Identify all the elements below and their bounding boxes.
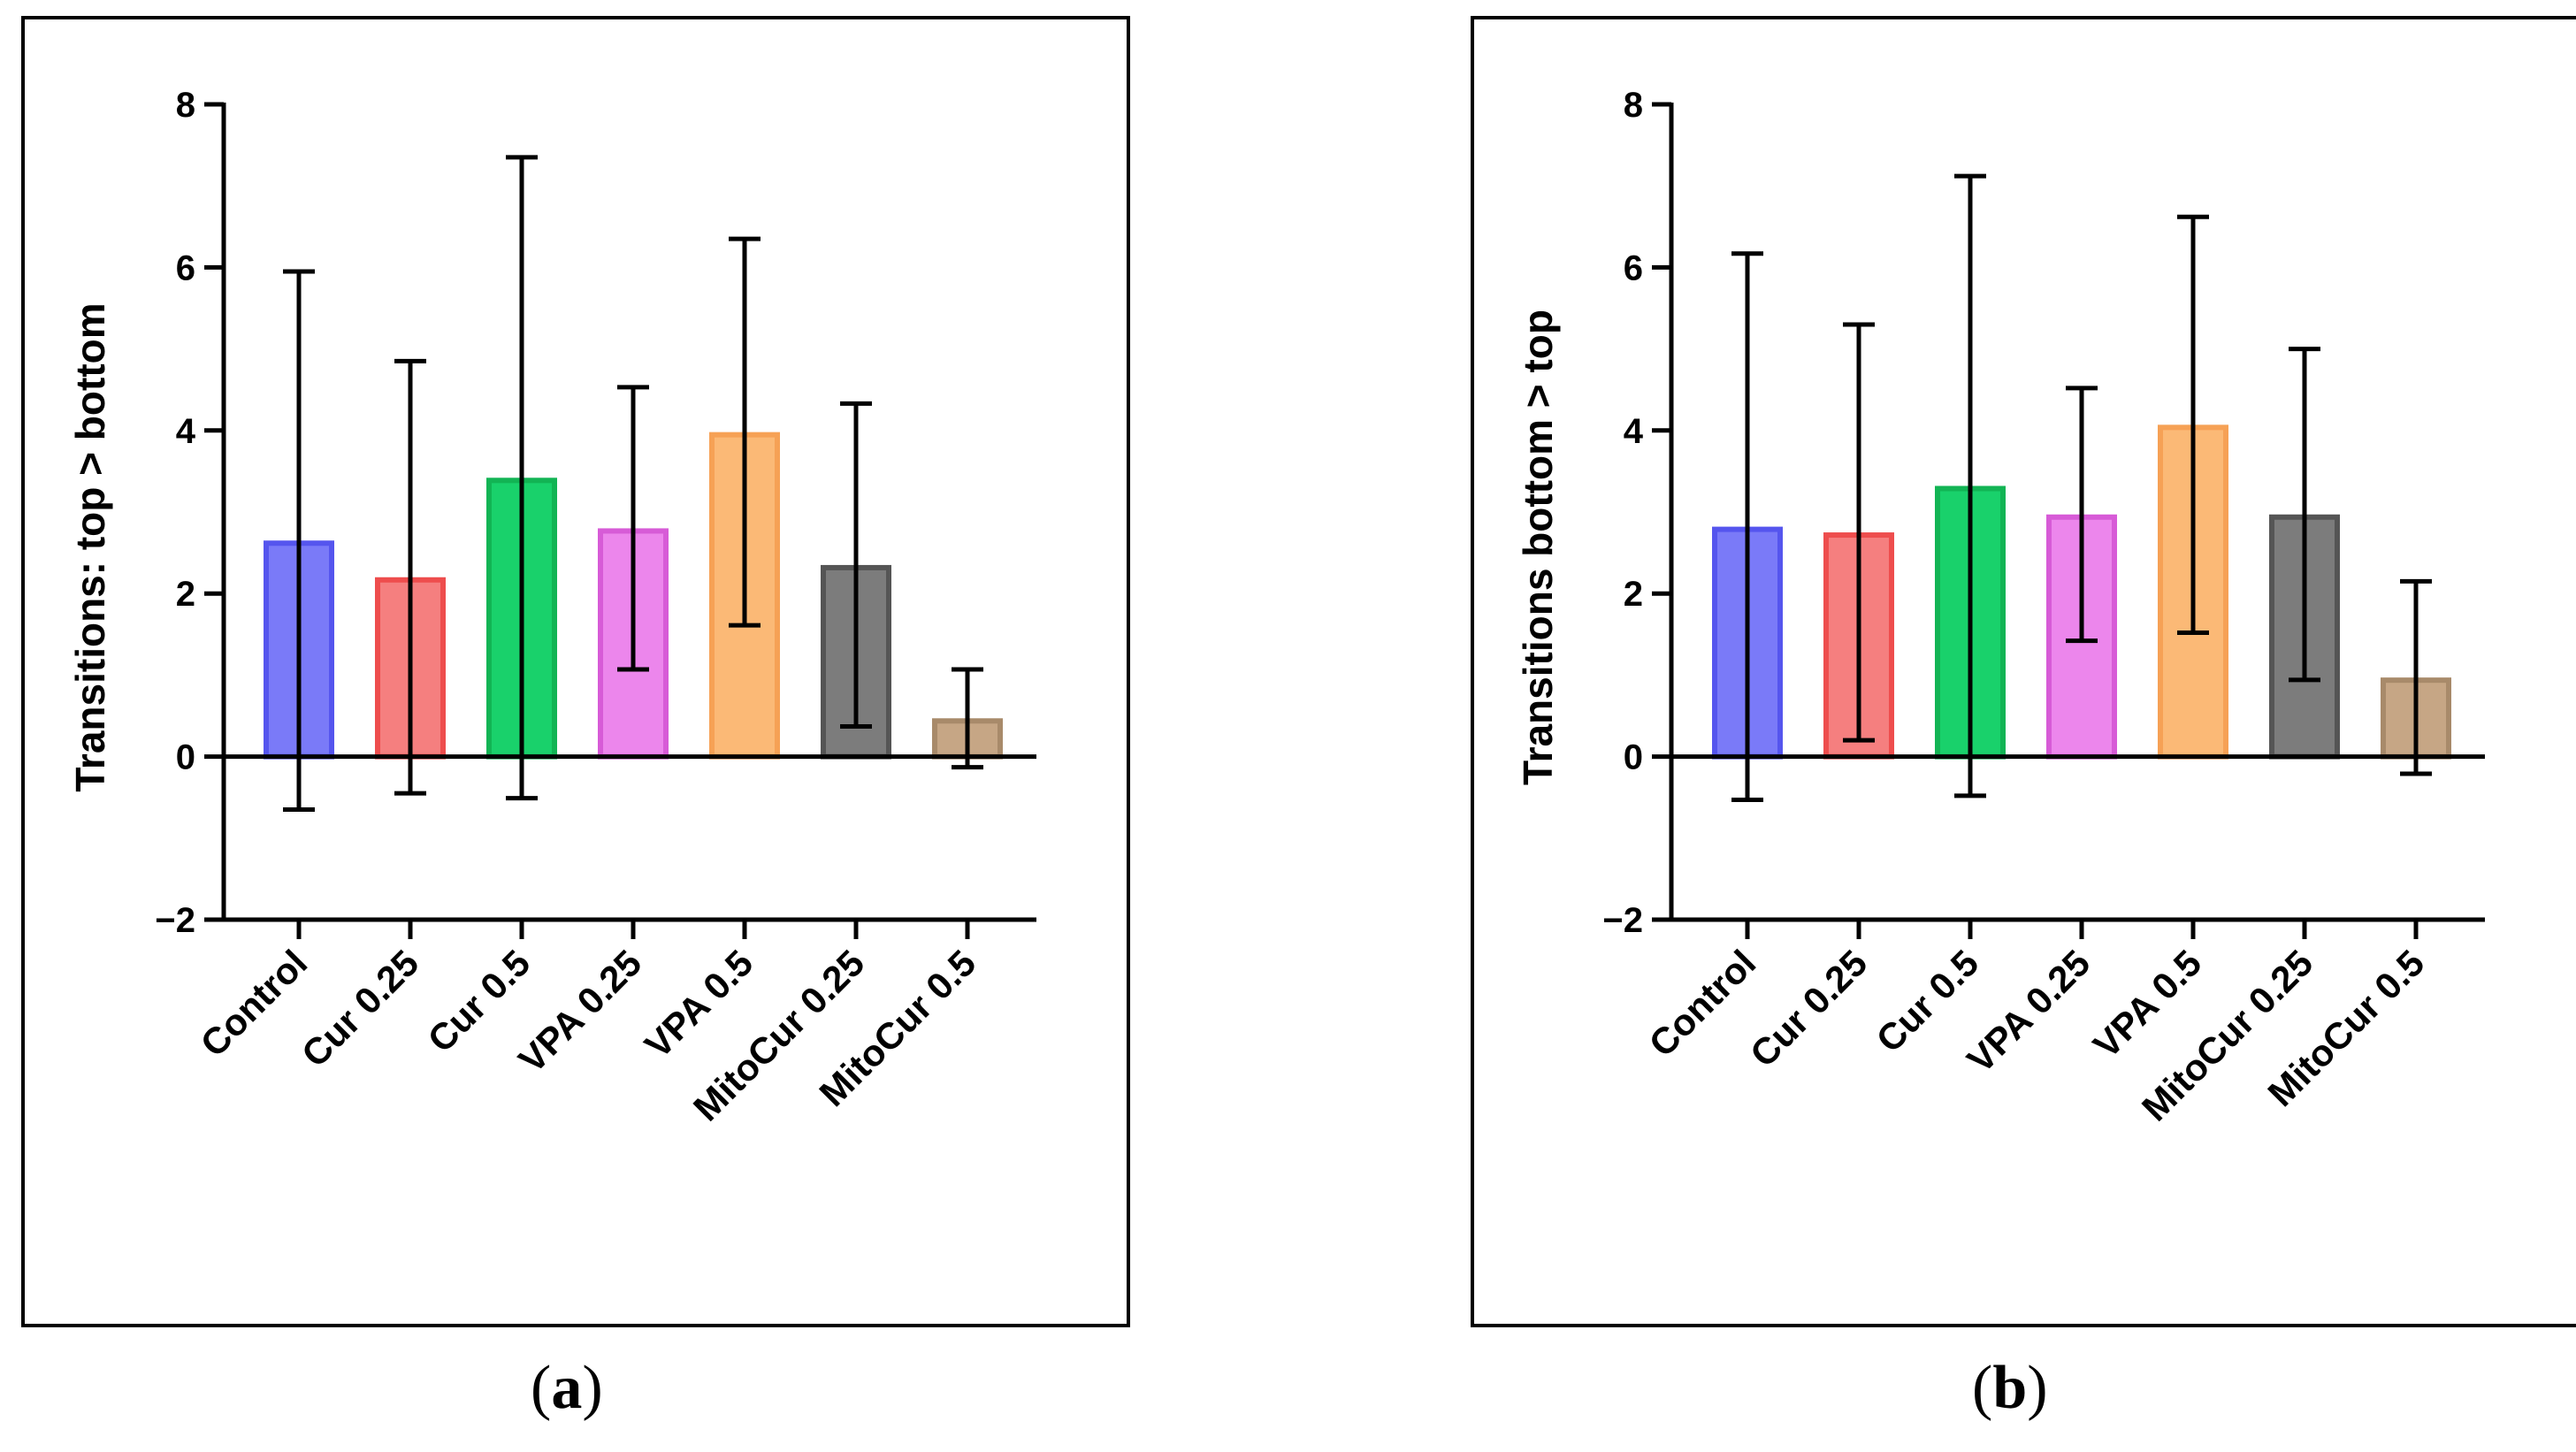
y-tick-label-a-3: 4 bbox=[176, 412, 196, 451]
panel-b-frame bbox=[1471, 16, 2576, 1327]
y-tick-label-b-2: 2 bbox=[1624, 575, 1643, 614]
y-tick-label-a-5: 8 bbox=[176, 86, 195, 125]
y-tick-label-a-4: 6 bbox=[176, 248, 195, 287]
caption-b: (b) bbox=[1972, 1354, 2048, 1422]
y-tick-label-a-1: 0 bbox=[176, 738, 195, 777]
y-tick-label-b-0: −2 bbox=[1602, 901, 1643, 940]
y-axis-title-a: Transitions: top > bottom bbox=[67, 302, 113, 791]
y-tick-label-a-0: −2 bbox=[155, 901, 195, 940]
caption-a-letter: a bbox=[551, 1354, 583, 1422]
caption-b-letter: b bbox=[1992, 1354, 2028, 1422]
caption-a: (a) bbox=[531, 1354, 603, 1422]
y-tick-label-a-2: 2 bbox=[176, 575, 195, 614]
y-tick-label-b-1: 0 bbox=[1624, 738, 1643, 777]
y-axis-title-b: Transitions bottom > top bbox=[1515, 310, 1561, 785]
y-tick-label-b-5: 8 bbox=[1624, 86, 1643, 125]
panel-a-frame bbox=[21, 16, 1130, 1327]
x-category-label-a-3: VPA 0.25 bbox=[510, 942, 649, 1081]
x-category-label-a-1: Cur 0.25 bbox=[294, 942, 426, 1074]
y-tick-label-b-3: 4 bbox=[1624, 412, 1644, 451]
y-tick-label-b-4: 6 bbox=[1624, 248, 1643, 287]
x-category-label-b-1: Cur 0.25 bbox=[1742, 942, 1875, 1074]
x-category-label-b-3: VPA 0.25 bbox=[1959, 942, 2098, 1081]
